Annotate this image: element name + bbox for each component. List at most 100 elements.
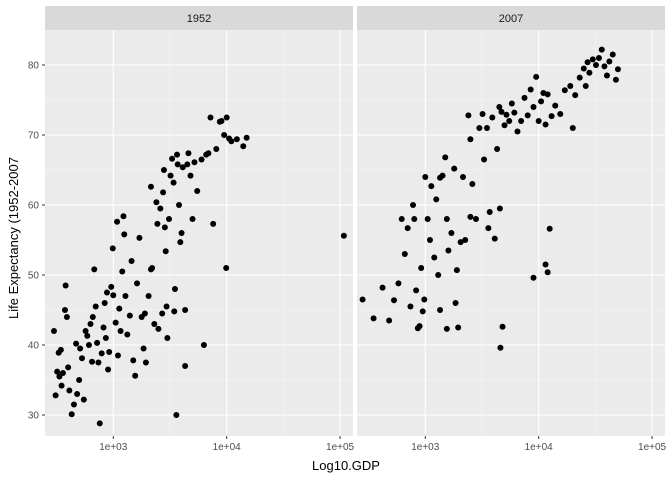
data-point: [157, 205, 164, 212]
data-point: [410, 202, 417, 208]
data-point: [124, 331, 131, 338]
data-point: [413, 287, 420, 294]
x-axis-title: Log10.GDP: [312, 458, 380, 473]
data-point: [108, 283, 115, 290]
data-point: [379, 284, 386, 291]
data-point: [161, 224, 168, 231]
data-point: [57, 346, 64, 353]
data-point: [189, 216, 196, 222]
data-point: [576, 74, 583, 81]
data-point: [169, 155, 176, 162]
data-point: [207, 114, 214, 121]
data-point: [498, 108, 505, 115]
x-axis-2007: 1e+03 1e+04 1e+05: [411, 436, 667, 453]
facet-panel-1952: 1952: [45, 6, 353, 436]
data-point: [584, 59, 591, 66]
data-point: [459, 174, 466, 180]
data-point: [592, 62, 599, 68]
data-point: [437, 307, 444, 313]
data-point: [174, 161, 181, 168]
data-point: [191, 159, 198, 166]
data-point: [435, 272, 442, 278]
data-point: [160, 189, 167, 196]
data-point: [100, 324, 107, 331]
x-tick-label: 1e+03: [411, 442, 440, 453]
data-point: [395, 280, 402, 287]
data-point: [391, 297, 398, 304]
data-point: [416, 323, 423, 330]
data-point: [370, 315, 377, 322]
panel-background: [45, 30, 353, 436]
data-point: [542, 121, 549, 128]
data-point: [154, 220, 161, 227]
data-point: [164, 335, 171, 341]
data-point: [603, 72, 610, 79]
data-point: [572, 92, 579, 99]
data-point: [240, 143, 247, 150]
data-point: [153, 199, 160, 206]
data-point: [106, 349, 113, 355]
data-point: [486, 209, 493, 215]
facet-panel-2007: 2007: [357, 6, 665, 436]
y-axis: 30 40 50 60 70 80: [28, 61, 45, 422]
data-point: [218, 118, 225, 124]
y-tick-label: 40: [28, 341, 40, 352]
data-point: [426, 237, 433, 243]
x-tick-label: 1e+04: [525, 442, 554, 453]
data-point: [601, 63, 608, 70]
data-point: [109, 245, 116, 252]
data-point: [84, 332, 91, 339]
data-point: [210, 220, 217, 227]
data-point: [171, 308, 178, 315]
x-tick-label: 1e+04: [213, 442, 242, 453]
data-point: [548, 113, 555, 120]
data-point: [145, 293, 152, 299]
data-point: [546, 225, 553, 232]
data-point: [443, 325, 450, 332]
data-point: [503, 111, 510, 118]
data-point: [182, 363, 189, 369]
facet-panels: 1952 2007: [45, 6, 665, 436]
data-point: [73, 340, 80, 347]
data-point: [428, 183, 435, 190]
data-point: [489, 114, 496, 121]
data-point: [103, 289, 110, 296]
data-point: [243, 134, 250, 141]
data-point: [114, 352, 121, 359]
data-point: [233, 136, 240, 143]
data-point: [126, 312, 133, 319]
data-point: [557, 111, 564, 117]
data-point: [147, 183, 154, 190]
data-point: [544, 269, 551, 276]
data-point: [92, 303, 99, 310]
data-point: [514, 128, 521, 135]
data-point: [569, 125, 576, 131]
data-point: [614, 66, 621, 73]
data-point: [68, 411, 75, 418]
data-point: [178, 230, 185, 236]
data-point: [96, 420, 103, 427]
data-point: [582, 83, 589, 89]
data-point: [476, 125, 483, 131]
data-point: [606, 58, 613, 65]
y-tick-label: 60: [28, 201, 40, 212]
data-point: [455, 324, 462, 331]
data-point: [404, 225, 411, 232]
data-point: [62, 282, 69, 289]
data-point: [82, 328, 89, 334]
data-point: [213, 146, 220, 152]
data-point: [179, 164, 186, 171]
data-point: [198, 156, 205, 163]
data-point: [102, 335, 109, 341]
data-point: [155, 325, 162, 332]
data-point: [481, 156, 488, 163]
data-point: [401, 251, 408, 257]
data-point: [228, 138, 235, 145]
data-point: [431, 254, 438, 261]
data-point: [533, 73, 540, 80]
data-point: [485, 225, 492, 232]
x-axis-1952: 1e+03 1e+04 1e+05: [99, 436, 355, 453]
data-point: [59, 370, 66, 376]
data-point: [121, 231, 128, 238]
data-point: [176, 202, 183, 208]
